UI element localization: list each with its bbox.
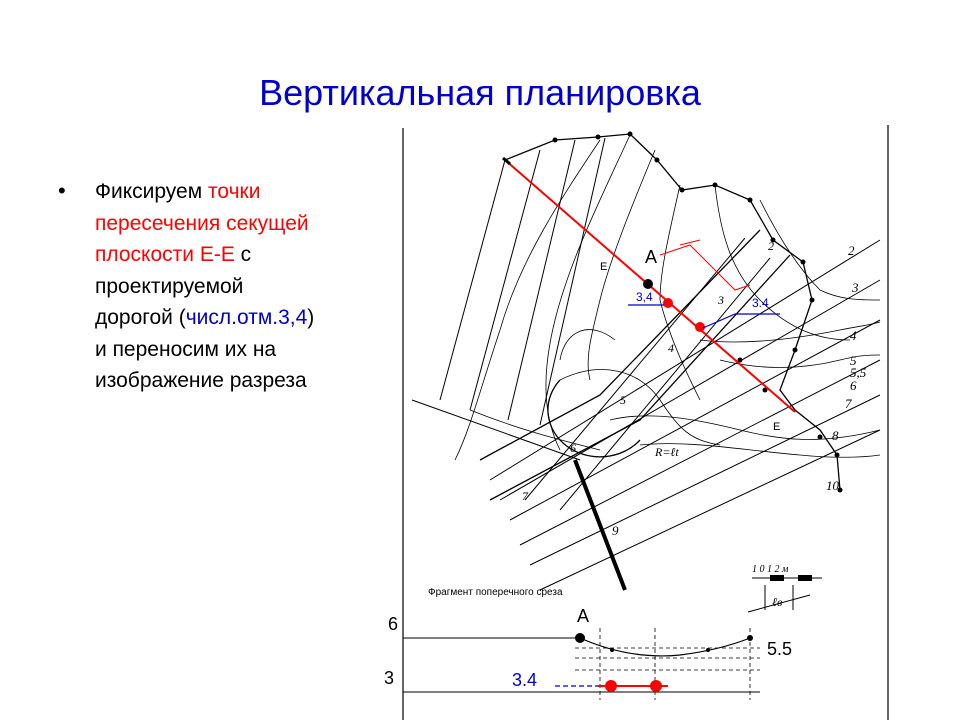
road-axis-thin xyxy=(411,399,581,461)
bullet-highlight-marks: числ.отм.3,4 xyxy=(185,306,308,329)
section-mark-34: 3.4 xyxy=(512,670,537,690)
section-red-points xyxy=(555,680,668,692)
contour-number: 3 xyxy=(851,280,859,295)
road-numbers: 2 3 4 5 6 7 xyxy=(522,239,774,503)
road-number: 3 xyxy=(717,293,724,307)
bullet-highlight-points: точки пересечения xyxy=(95,180,261,235)
contour-number: 9 xyxy=(612,523,619,538)
radius-label: R=ℓt xyxy=(654,445,679,459)
section-point-a-label: А xyxy=(577,606,589,626)
grading-lines xyxy=(439,137,881,591)
contour-number: 4 xyxy=(850,328,857,343)
contour-number: 5 xyxy=(850,353,857,368)
section-intersection-right xyxy=(650,680,662,692)
scale-label: 1 0 1 2 м xyxy=(752,564,789,575)
bullet-highlight-plane: секущей плоскости Е-Е xyxy=(95,211,309,267)
contour-numbers: 2 3 4 5 5,5 6 7 8 9 10 xyxy=(612,243,867,538)
contour-number: 2 xyxy=(848,243,855,258)
section-mark-e-bottom: Е xyxy=(773,421,780,433)
section-caption: Фрагмент поперечного среза xyxy=(428,587,563,598)
contour-number: 8 xyxy=(832,428,839,443)
section-levels xyxy=(403,637,760,693)
road-number: 5 xyxy=(620,393,626,407)
mark-34-left: 3,4 xyxy=(636,290,653,304)
mark-34-right: 3.4 xyxy=(752,296,769,310)
scale-bar: 1 0 1 2 м ℓв xyxy=(747,564,822,613)
section-point-a-marker xyxy=(575,633,585,643)
bullet-marker: • xyxy=(58,178,66,203)
drawing-frame xyxy=(402,125,889,720)
road-axis xyxy=(573,459,627,591)
intersection-point-left xyxy=(663,298,673,308)
blue-leaders xyxy=(628,304,780,329)
road-number: 7 xyxy=(522,489,529,503)
scale-symbol: ℓв xyxy=(772,595,782,609)
road-number: 2 xyxy=(768,239,774,253)
hilltop-outline xyxy=(504,133,841,491)
plan-points xyxy=(643,279,705,332)
point-a-marker xyxy=(643,279,653,289)
bullet-text-part1: Фиксируем xyxy=(95,180,209,203)
contour-number: 7 xyxy=(845,396,852,411)
terrain-contours xyxy=(454,134,881,461)
bullet-text: Фиксируем точки пересечения секущей плос… xyxy=(95,176,325,397)
level-55-label: 5.5 xyxy=(767,639,792,659)
section-intersection-left xyxy=(605,680,617,692)
section-mark-e-top: Е xyxy=(600,261,607,273)
intersection-point-right xyxy=(695,322,705,332)
contour-number: 5,5 xyxy=(850,365,867,380)
road-number: 6 xyxy=(570,441,576,455)
level-6-label: 6 xyxy=(388,614,398,634)
section-profile xyxy=(575,633,753,657)
road-number: 4 xyxy=(668,341,674,355)
section-dashes xyxy=(575,628,760,700)
slide-title: Вертикальная планировка xyxy=(259,72,701,113)
level-3-label: 3 xyxy=(384,668,394,688)
bullet-text-part5: с проектируемой дорогой ( xyxy=(95,243,252,329)
hilltop-points xyxy=(552,131,843,493)
point-a-label: А xyxy=(645,247,657,267)
bullet-text-part7: ) и переносим их на изображение разреза xyxy=(95,306,315,392)
contour-number: 10 xyxy=(826,478,840,493)
contour-number: 6 xyxy=(850,378,857,393)
